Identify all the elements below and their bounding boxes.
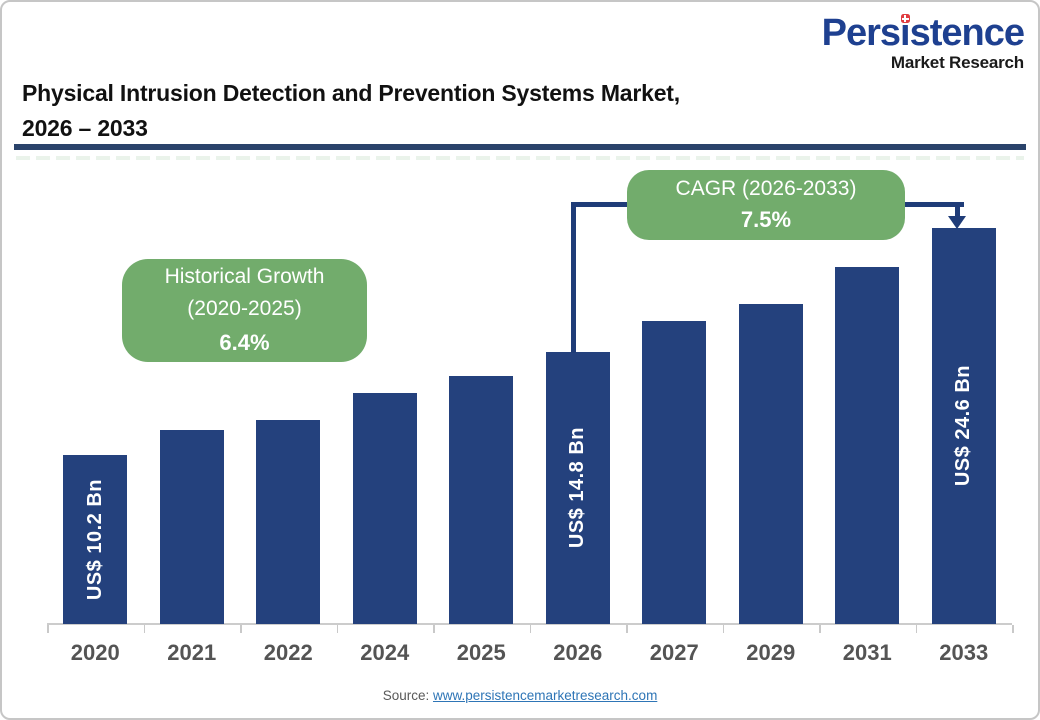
watermark-strip	[16, 156, 1024, 160]
logo-red-star-icon: i	[900, 12, 911, 54]
x-axis-tick	[143, 625, 145, 633]
bar-2020: US$ 10.2 Bn	[63, 455, 128, 624]
x-axis-tick	[336, 625, 338, 633]
x-axis-tick	[915, 625, 917, 633]
bar-2029	[738, 304, 803, 624]
historical-growth-value: 6.4%	[219, 330, 270, 355]
arrow-down-icon	[948, 216, 966, 229]
cagr-label: CAGR (2026-2033)	[675, 176, 857, 200]
x-axis-label-2026: 2026	[553, 640, 603, 665]
x-axis-line	[47, 623, 1012, 625]
cagr-callout: CAGR (2026-2033) 7.5%	[627, 170, 905, 240]
historical-growth-period: (2020-2025)	[187, 297, 302, 321]
source-label: Source:	[382, 688, 430, 703]
bar-2021	[159, 430, 224, 624]
x-axis-tick	[433, 625, 435, 633]
x-axis-label-2033: 2033	[939, 640, 989, 665]
historical-growth-callout: Historical Growth (2020-2025) 6.4%	[122, 259, 367, 362]
x-axis-tick	[240, 625, 242, 633]
x-axis-label-2021: 2021	[167, 640, 217, 665]
x-axis-tick	[626, 625, 628, 633]
x-axis-tick	[47, 625, 49, 633]
x-axis-label-2022: 2022	[263, 640, 313, 665]
logo-brand-text: Persistence	[821, 12, 1025, 54]
x-axis-label-2031: 2031	[842, 640, 892, 665]
bar-2025	[449, 376, 514, 624]
x-axis-tick	[819, 625, 821, 633]
title-divider	[14, 144, 1026, 150]
bar-value-label-2033: US$ 24.6 Bn	[952, 365, 975, 487]
x-axis-label-2020: 2020	[70, 640, 120, 665]
historical-growth-label: Historical Growth	[164, 264, 325, 288]
logo-subtitle: Market Research	[890, 53, 1024, 72]
page-title: Physical Intrusion Detection and Prevent…	[22, 76, 852, 146]
bar-2026: US$ 14.8 Bn	[545, 352, 610, 624]
bar-2022	[256, 420, 321, 624]
x-axis-tick	[529, 625, 531, 633]
cagr-connector-right-segment	[955, 202, 960, 218]
bar-value-label-2020: US$ 10.2 Bn	[83, 478, 106, 601]
x-axis-tick	[1012, 625, 1014, 633]
x-axis-label-2027: 2027	[649, 640, 699, 665]
source-line: Source: www.persistencemarketresearch.co…	[2, 688, 1038, 703]
bar-2031	[835, 267, 900, 624]
persistence-market-research-logo: Persistence Market Research	[821, 12, 1025, 72]
bar-value-label-2026: US$ 14.8 Bn	[566, 427, 589, 549]
bar-2024	[352, 393, 417, 624]
bar-2027	[642, 321, 707, 624]
x-axis-label-2024: 2024	[360, 640, 410, 665]
title-line-2: 2026 – 2033	[22, 115, 148, 141]
source-link[interactable]: www.persistencemarketresearch.com	[432, 688, 658, 703]
bar-2033: US$ 24.6 Bn	[931, 228, 996, 624]
x-axis-label-2025: 2025	[456, 640, 506, 665]
x-axis-label-2029: 2029	[746, 640, 796, 665]
cagr-connector-left-segment	[571, 204, 576, 353]
title-line-1: Physical Intrusion Detection and Prevent…	[22, 80, 680, 106]
cagr-value: 7.5%	[740, 207, 792, 233]
x-axis-tick	[722, 625, 724, 633]
